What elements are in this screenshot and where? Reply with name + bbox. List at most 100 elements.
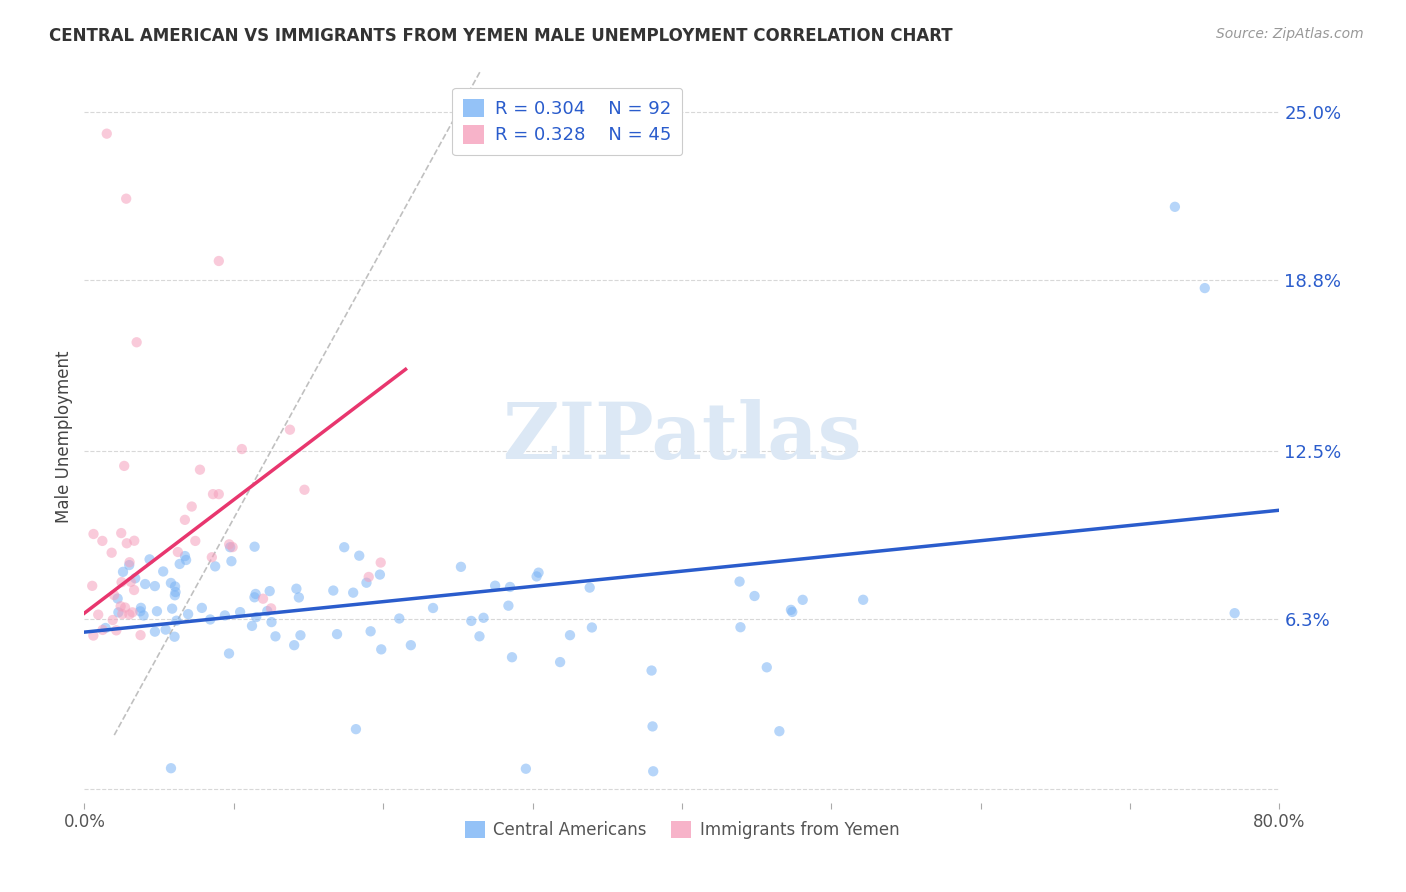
Point (201, 487, 224, 501)
Point (640, 664, 662, 678)
Text: CENTRAL AMERICAN VS IMMIGRANTS FROM YEMEN MALE UNEMPLOYMENT CORRELATION CHART: CENTRAL AMERICAN VS IMMIGRANTS FROM YEME… (49, 27, 953, 45)
Point (110, 526, 132, 541)
Point (468, 629, 491, 643)
Point (91, 533, 114, 548)
Point (259, 584, 281, 599)
Point (755, 660, 778, 674)
Point (370, 556, 392, 570)
Point (129, 604, 152, 618)
Point (370, 642, 392, 657)
Point (124, 571, 146, 585)
Point (115, 536, 138, 550)
Point (111, 607, 134, 621)
Point (120, 574, 142, 589)
Point (112, 458, 135, 473)
Point (166, 614, 188, 628)
Point (146, 604, 169, 618)
Point (290, 628, 312, 642)
Point (114, 600, 136, 615)
Point (221, 554, 243, 568)
Point (94, 621, 117, 635)
Point (173, 513, 195, 527)
Point (163, 588, 186, 602)
Point (129, 600, 152, 615)
Point (160, 576, 183, 591)
Point (260, 615, 283, 629)
Point (231, 442, 253, 456)
Point (260, 601, 283, 615)
Point (498, 599, 520, 613)
Point (160, 601, 183, 615)
Point (357, 570, 380, 584)
Point (188, 463, 211, 477)
Point (322, 583, 344, 598)
Point (728, 574, 751, 589)
Point (548, 655, 571, 669)
Point (243, 591, 266, 605)
Point (107, 605, 129, 619)
Point (643, 764, 665, 779)
Point (388, 611, 411, 625)
Point (515, 762, 537, 776)
Point (155, 623, 177, 637)
Point (294, 483, 316, 497)
Point (111, 565, 134, 579)
Point (1223, 606, 1246, 620)
Point (143, 579, 166, 593)
Point (558, 628, 581, 642)
Point (208, 487, 231, 501)
Point (283, 638, 305, 652)
Point (143, 624, 166, 639)
Point (349, 549, 371, 563)
Point (484, 579, 506, 593)
Point (152, 565, 174, 579)
Point (82, 629, 104, 643)
Point (174, 553, 197, 567)
Point (87, 607, 110, 622)
Point (356, 575, 378, 590)
Point (229, 605, 252, 619)
Point (219, 540, 242, 554)
Point (100, 546, 122, 560)
Point (204, 559, 226, 574)
Point (264, 629, 287, 643)
Point (472, 611, 495, 625)
Point (122, 533, 145, 548)
Point (501, 650, 523, 665)
Point (344, 722, 367, 736)
Point (526, 569, 548, 583)
Point (110, 575, 132, 590)
Point (641, 719, 664, 733)
Point (169, 557, 191, 571)
Point (245, 587, 267, 601)
Point (174, 549, 197, 563)
Point (399, 638, 422, 652)
Point (101, 613, 124, 627)
Point (744, 589, 766, 603)
Point (138, 552, 160, 566)
Point (1194, 281, 1216, 295)
Point (82, 579, 104, 593)
Point (105, 624, 128, 638)
Point (360, 624, 382, 639)
Point (132, 608, 155, 623)
Point (460, 614, 482, 628)
Point (103, 588, 125, 602)
Point (201, 550, 224, 565)
Point (527, 566, 550, 580)
Y-axis label: Male Unemployment: Male Unemployment (55, 351, 73, 524)
Point (285, 582, 308, 596)
Point (122, 582, 145, 597)
Point (163, 630, 186, 644)
Point (1164, 200, 1187, 214)
Point (256, 604, 278, 618)
Point (91, 623, 114, 637)
Point (184, 533, 207, 548)
Point (450, 559, 472, 574)
Point (96, 127, 118, 141)
Point (422, 601, 444, 615)
Point (221, 540, 243, 554)
Point (245, 610, 267, 624)
Point (252, 591, 274, 606)
Point (200, 612, 222, 626)
